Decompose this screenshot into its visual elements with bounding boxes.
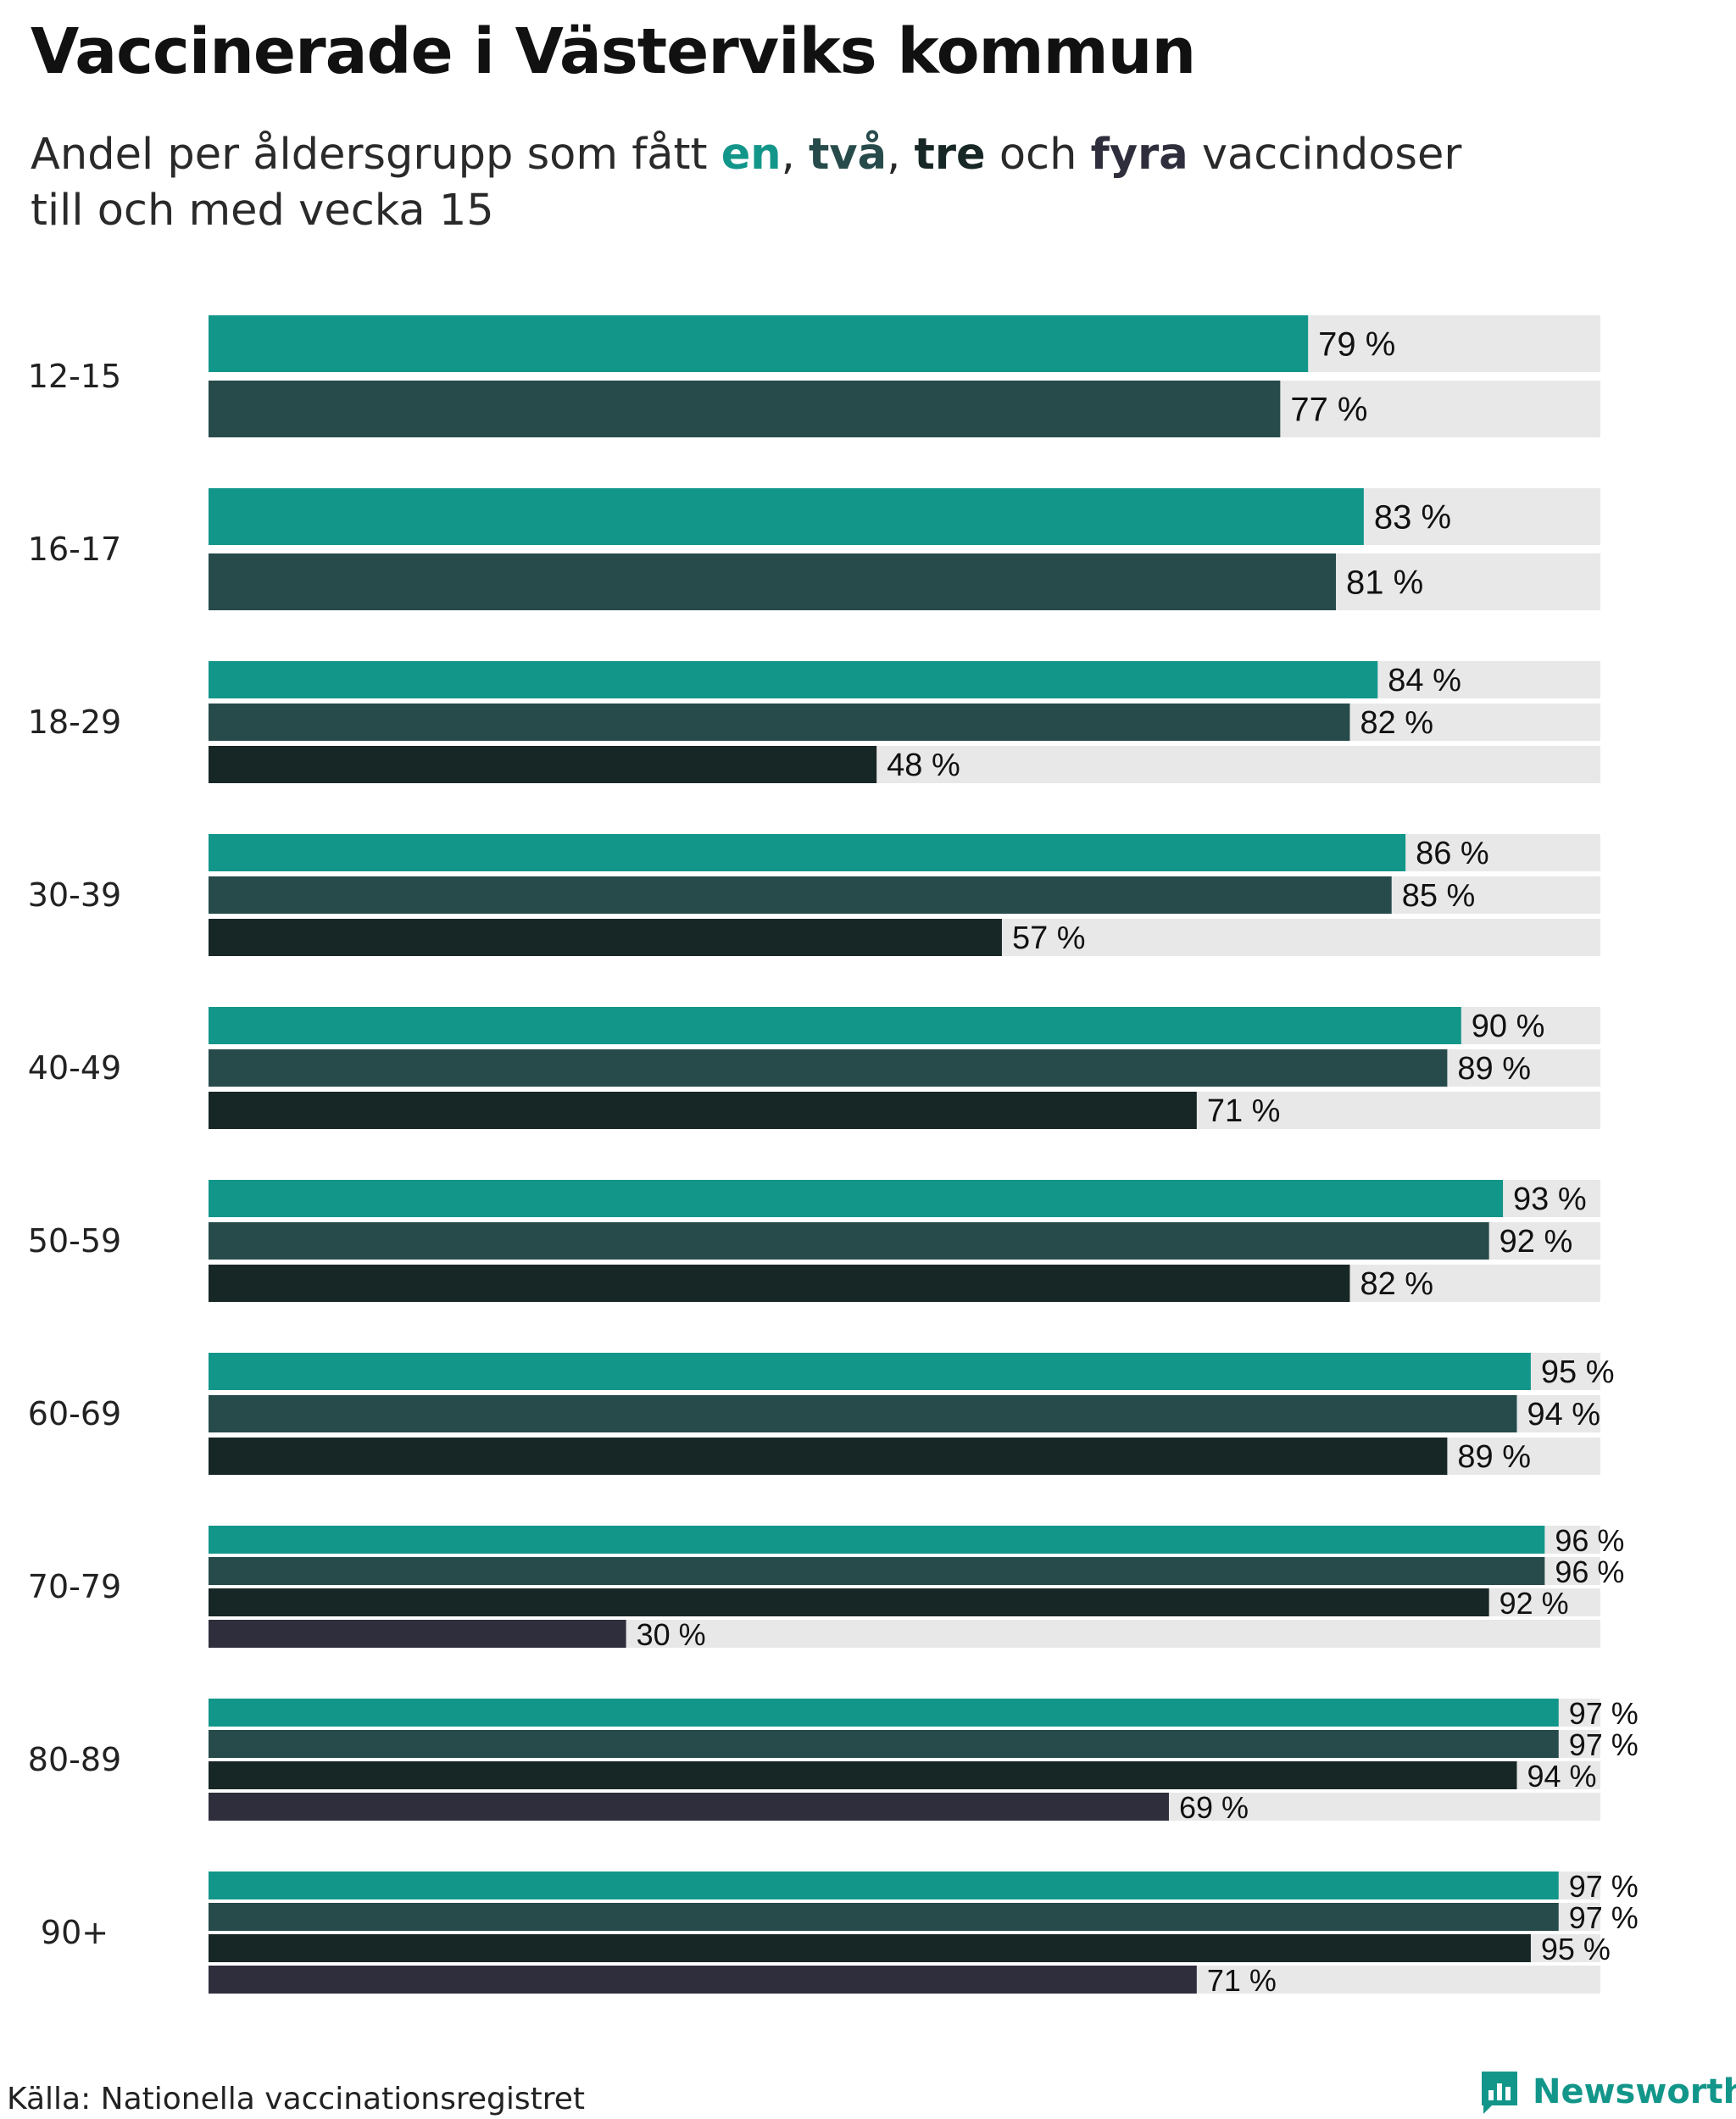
data-label: 89 % <box>1457 1439 1531 1475</box>
legend-key-tva: två <box>809 130 887 180</box>
data-label: 97 % <box>1569 1900 1639 1935</box>
data-label: 94 % <box>1527 1759 1596 1794</box>
brand-logo: Newsworthy <box>1478 2068 1736 2116</box>
bar-två <box>209 1222 1489 1260</box>
bar-två <box>209 1557 1545 1585</box>
category-label: 30-39 <box>28 876 121 914</box>
data-label: 96 % <box>1555 1523 1624 1558</box>
bar-en <box>209 834 1406 871</box>
bar-tre <box>209 1934 1531 1962</box>
bar-en <box>209 1526 1545 1554</box>
data-label: 77 % <box>1290 392 1367 429</box>
bar-två <box>209 704 1350 741</box>
bar-chart: 12-15 79 % 77 % 16-17 83 % 81 % 18-29 84 % 82 % 4… <box>28 315 1639 1998</box>
data-label: 92 % <box>1500 1224 1573 1260</box>
category-label: 50-59 <box>28 1222 121 1260</box>
data-label: 90 % <box>1472 1009 1545 1044</box>
bar-en <box>209 1353 1531 1390</box>
bar-tre <box>209 1438 1448 1475</box>
bar-tre <box>209 1588 1489 1616</box>
data-label: 85 % <box>1402 878 1476 914</box>
category-label: 80-89 <box>28 1741 121 1778</box>
legend-key-fyra: fyra <box>1090 130 1188 180</box>
bar-fyra <box>209 1966 1197 1994</box>
category-label: 90+ <box>41 1914 108 1951</box>
chart-subtitle: Andel per åldersgrupp som fått en, två, … <box>31 127 1641 239</box>
data-label: 96 % <box>1555 1554 1624 1589</box>
data-label: 83 % <box>1374 499 1451 537</box>
data-label: 94 % <box>1527 1397 1600 1432</box>
legend-key-en: en <box>721 130 782 180</box>
category-label: 12-15 <box>28 358 121 395</box>
data-label: 97 % <box>1569 1869 1639 1904</box>
data-label: 82 % <box>1360 1266 1433 1302</box>
bar-tre <box>209 1265 1350 1302</box>
subtitle-sep-1: , <box>781 130 810 180</box>
data-label: 95 % <box>1541 1932 1611 1966</box>
bar-fyra <box>209 1620 626 1648</box>
subtitle-line-2: till och med vecka 15 <box>31 186 494 236</box>
chart-title: Vaccinerade i Västerviks kommun <box>31 15 1196 88</box>
data-label: 89 % <box>1457 1051 1531 1087</box>
category-label: 70-79 <box>28 1568 121 1605</box>
data-label: 71 % <box>1207 1093 1281 1129</box>
bar-två <box>209 1049 1448 1087</box>
data-label: 57 % <box>1012 920 1086 956</box>
bar-tre <box>209 919 1002 956</box>
bar-två <box>209 876 1392 914</box>
data-label: 71 % <box>1207 1963 1277 1998</box>
bar-tre <box>209 746 877 783</box>
data-label: 82 % <box>1360 705 1433 741</box>
subtitle-sep-3: och <box>985 130 1091 180</box>
data-label: 95 % <box>1541 1354 1615 1390</box>
data-label: 48 % <box>887 748 960 783</box>
data-label: 86 % <box>1416 836 1489 871</box>
data-label: 84 % <box>1388 663 1461 698</box>
category-label: 60-69 <box>28 1395 121 1432</box>
bar-en <box>209 488 1364 545</box>
data-label: 30 % <box>637 1617 706 1652</box>
subtitle-prefix: Andel per åldersgrupp som fått <box>31 130 721 180</box>
bar-tre <box>209 1761 1517 1789</box>
bar-en <box>209 1180 1504 1217</box>
data-label: 97 % <box>1569 1727 1639 1762</box>
data-label: 79 % <box>1318 326 1395 364</box>
bar-två <box>209 1395 1517 1432</box>
brand-name: Newsworthy <box>1533 2072 1736 2111</box>
subtitle-sep-2: , <box>887 130 915 180</box>
data-label: 81 % <box>1346 565 1423 602</box>
source-note: Källa: Nationella vaccinationsregistret <box>7 2082 585 2116</box>
bar-fyra <box>209 1793 1169 1821</box>
bar-en <box>209 1872 1559 1899</box>
legend-key-tre: tre <box>914 130 986 180</box>
bar-en <box>209 661 1378 698</box>
newsworthy-logo-icon <box>1482 2072 1517 2114</box>
data-label: 69 % <box>1179 1790 1249 1825</box>
data-label: 97 % <box>1569 1696 1639 1731</box>
bar-en <box>209 1007 1461 1044</box>
bar-en <box>209 1699 1559 1727</box>
bar-en <box>209 315 1309 372</box>
bar-två <box>209 553 1337 610</box>
category-label: 18-29 <box>28 704 121 741</box>
category-label: 40-49 <box>28 1049 121 1087</box>
data-label: 93 % <box>1513 1182 1587 1217</box>
category-label: 16-17 <box>28 531 121 568</box>
data-label: 92 % <box>1500 1586 1569 1621</box>
bar-tre <box>209 1092 1197 1129</box>
bar-två <box>209 1730 1559 1758</box>
subtitle-suffix: vaccindoser <box>1188 130 1462 180</box>
bar-två <box>209 1903 1559 1931</box>
bar-två <box>209 381 1281 437</box>
